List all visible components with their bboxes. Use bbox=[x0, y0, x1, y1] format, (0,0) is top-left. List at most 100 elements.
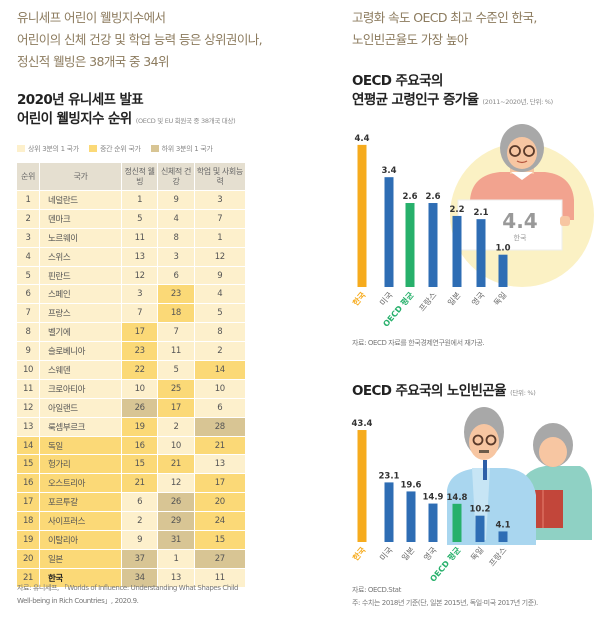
academic-cell: 17 bbox=[194, 474, 245, 493]
bar-value-label: 23.1 bbox=[379, 471, 400, 481]
legend-swatch bbox=[150, 145, 159, 152]
country-cell: 핀란드 bbox=[40, 266, 121, 285]
category-label: 영국 bbox=[469, 290, 486, 308]
bar-value-label: 19.6 bbox=[401, 480, 422, 490]
mental-cell: 19 bbox=[122, 417, 158, 436]
country-cell: 헝가리 bbox=[40, 455, 121, 474]
category-label: 미국 bbox=[378, 291, 394, 308]
table-row: 17 포르투갈 6 26 20 bbox=[17, 493, 245, 512]
chart1-title-line: 연평균 고령인구 증가율 (2011~2020년, 단위: %) bbox=[352, 91, 553, 112]
source-line: Well-being in Rich Countries」, 2020.9. bbox=[17, 597, 139, 605]
rank-cell: 3 bbox=[17, 228, 39, 247]
source-line: 자료: OECD.Stat bbox=[352, 586, 401, 594]
mental-cell: 3 bbox=[122, 285, 158, 304]
physical-cell: 29 bbox=[158, 512, 194, 531]
rank-cell: 13 bbox=[17, 417, 39, 436]
chart1-source: 자료: OECD 자료를 한국경제연구원에서 재가공. bbox=[352, 339, 485, 347]
mental-cell: 34 bbox=[122, 568, 158, 587]
country-cell: 슬로베니아 bbox=[40, 342, 121, 361]
category-label: 영국 bbox=[421, 545, 438, 563]
bar-value-label: 2.1 bbox=[473, 208, 488, 218]
table-row: 7 프랑스 7 18 5 bbox=[17, 304, 245, 323]
table-row: 4 스위스 13 3 12 bbox=[17, 247, 245, 266]
country-cell: 노르웨이 bbox=[40, 228, 121, 247]
mental-cell: 13 bbox=[122, 247, 158, 266]
lead-line: 어린이의 신체 건강 및 학업 능력 등은 상위권이나, bbox=[17, 32, 263, 47]
bar-value-label: 14.8 bbox=[447, 493, 468, 503]
rank-cell: 6 bbox=[17, 285, 39, 304]
bar-value-label: 14.9 bbox=[423, 493, 444, 503]
bar bbox=[405, 203, 415, 287]
table-row: 9 슬로베니아 23 11 2 bbox=[17, 342, 245, 361]
table-row: 3 노르웨이 11 8 1 bbox=[17, 228, 245, 247]
table-legend: 상위 3분의 1 국가 중간 순위 국가 하위 3분의 1 국가 bbox=[17, 144, 213, 154]
country-cell: 아일랜드 bbox=[40, 398, 121, 417]
table-row: 12 아일랜드 26 17 6 bbox=[17, 398, 245, 417]
chart1-title-text: 연평균 고령인구 증가율 bbox=[352, 92, 479, 108]
physical-cell: 10 bbox=[158, 436, 194, 455]
bar bbox=[357, 430, 367, 542]
mental-cell: 21 bbox=[122, 474, 158, 493]
mental-cell: 10 bbox=[122, 379, 158, 398]
country-cell: 이탈리아 bbox=[40, 531, 121, 549]
header-academic: 학업 및 사회능력 bbox=[194, 163, 245, 190]
table-row: 5 핀란드 12 6 9 bbox=[17, 266, 245, 285]
table-row: 6 스페인 3 23 4 bbox=[17, 285, 245, 304]
physical-cell: 7 bbox=[158, 323, 194, 342]
rank-cell: 8 bbox=[17, 323, 39, 342]
mental-cell: 7 bbox=[122, 304, 158, 323]
category-label: 독일 bbox=[492, 291, 508, 308]
country-cell: 독일 bbox=[40, 436, 121, 455]
chart1-note: (2011~2020년, 단위: %) bbox=[482, 98, 554, 106]
table-title-text: 어린이 웰빙지수 순위 bbox=[17, 111, 132, 127]
chart1-title-line: OECD 주요국의 bbox=[352, 73, 443, 89]
category-label: 일본 bbox=[400, 546, 416, 563]
category-label: 프랑스 bbox=[487, 545, 509, 568]
bar bbox=[498, 254, 508, 287]
category-label: 프랑스 bbox=[417, 290, 439, 313]
bar-value-label: 4.4 bbox=[354, 134, 369, 144]
category-label: 한국 bbox=[350, 544, 368, 562]
rank-cell: 19 bbox=[17, 531, 39, 549]
academic-cell: 3 bbox=[194, 191, 245, 209]
academic-cell: 10 bbox=[194, 379, 245, 398]
rank-cell: 5 bbox=[17, 266, 39, 285]
physical-cell: 9 bbox=[158, 191, 194, 209]
table-row: 16 오스트리아 21 12 17 bbox=[17, 474, 245, 493]
table-row: 13 룩셈부르크 19 2 28 bbox=[17, 417, 245, 436]
table-title-line: 어린이 웰빙지수 순위 (OECD 및 EU 회원국 중 38개국 대상) bbox=[17, 110, 236, 131]
bar-value-label: 3.4 bbox=[381, 166, 396, 176]
mental-cell: 1 bbox=[122, 191, 158, 209]
country-cell: 벨기에 bbox=[40, 323, 121, 342]
academic-cell: 9 bbox=[194, 266, 245, 285]
academic-cell: 12 bbox=[194, 247, 245, 266]
bar-value-label: 1.0 bbox=[495, 244, 510, 254]
physical-cell: 5 bbox=[158, 361, 194, 379]
country-cell: 스페인 bbox=[40, 285, 121, 304]
sign-label: 한국 bbox=[514, 234, 527, 242]
academic-cell: 5 bbox=[194, 304, 245, 323]
bar-value-label: 2.6 bbox=[425, 192, 440, 202]
rank-cell: 7 bbox=[17, 304, 39, 323]
category-label: 미국 bbox=[378, 546, 394, 563]
academic-cell: 24 bbox=[194, 512, 245, 531]
bar bbox=[498, 531, 508, 542]
legend-label: 중간 순위 국가 bbox=[99, 145, 141, 153]
mental-cell: 37 bbox=[122, 549, 158, 568]
country-cell: 룩셈부르크 bbox=[40, 417, 121, 436]
table-row: 14 독일 16 10 21 bbox=[17, 436, 245, 455]
table-row: 18 사이프러스 2 29 24 bbox=[17, 512, 245, 531]
mental-cell: 26 bbox=[122, 398, 158, 417]
rank-cell: 12 bbox=[17, 398, 39, 417]
lead-line: 고령화 속도 OECD 최고 수준인 한국, bbox=[352, 10, 537, 25]
table-row: 2 덴마크 5 4 7 bbox=[17, 209, 245, 228]
mental-cell: 12 bbox=[122, 266, 158, 285]
left-lead-text: 유니세프 어린이 웰빙지수에서 어린이의 신체 건강 및 학업 능력 등은 상위… bbox=[17, 7, 263, 73]
table-row: 19 이탈리아 9 31 15 bbox=[17, 531, 245, 549]
legend-item-middle: 중간 순위 국가 bbox=[88, 144, 141, 154]
country-cell: 포르투갈 bbox=[40, 493, 121, 512]
table-title-note: (OECD 및 EU 회원국 중 38개국 대상) bbox=[135, 117, 236, 125]
table-title-line: 2020년 유니세프 발표 bbox=[17, 92, 144, 108]
sign-value: 4.4 bbox=[502, 209, 537, 233]
table-row: 21 한국 34 13 11 bbox=[17, 568, 245, 587]
